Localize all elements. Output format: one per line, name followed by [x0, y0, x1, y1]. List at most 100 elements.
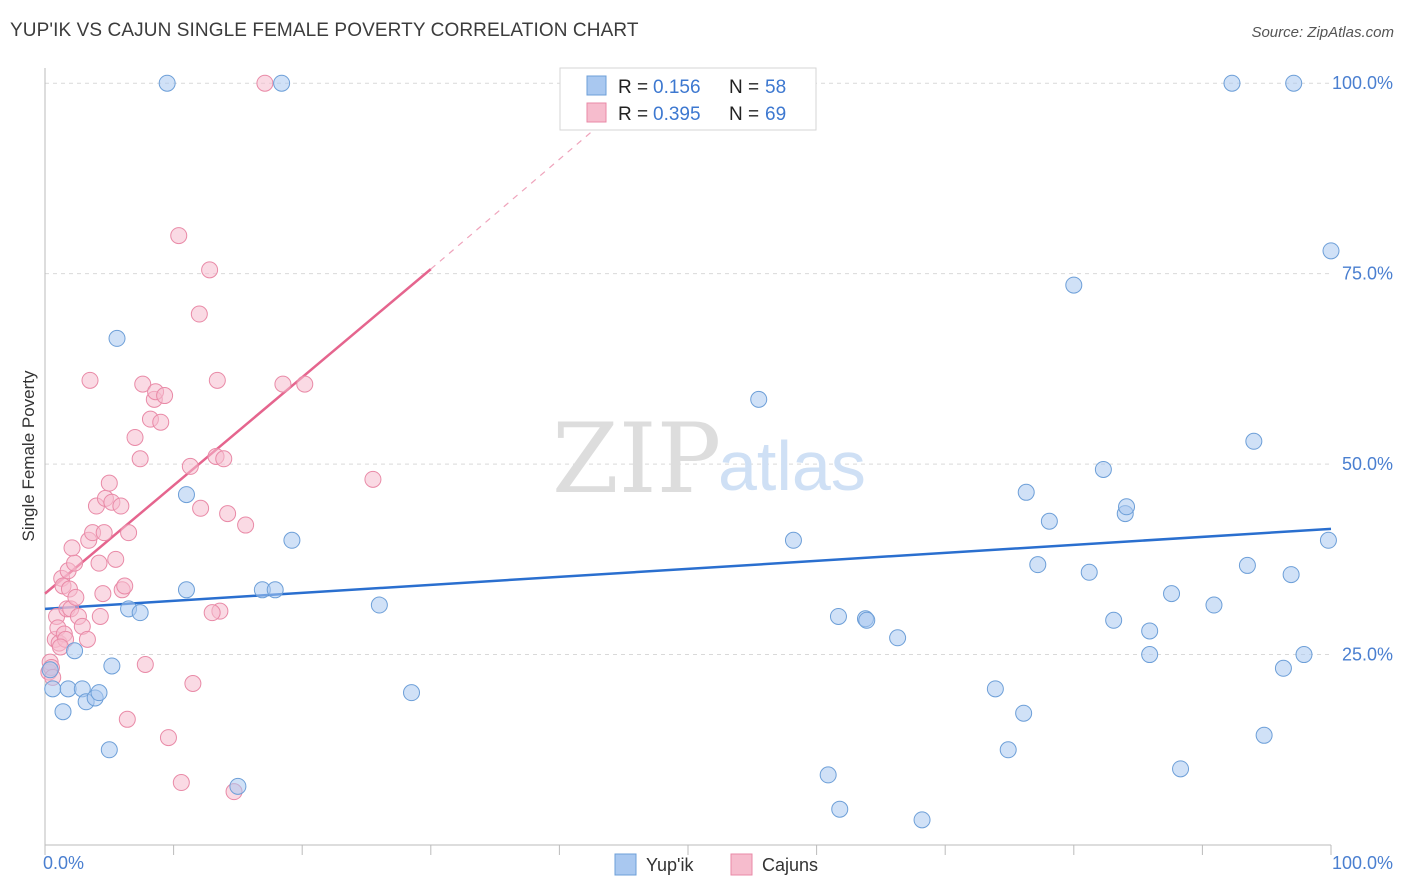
cajun-trend-extension: [430, 117, 609, 270]
yupik-point: [403, 684, 421, 702]
yupik-point: [1080, 563, 1098, 581]
cajun-point: [134, 375, 152, 393]
yupik-point: [158, 74, 176, 92]
y-tick-label: 100.0%: [1332, 73, 1393, 93]
legend-label-yupik: Yup'ik: [646, 855, 694, 875]
yupik-point: [1017, 483, 1035, 501]
source-label: Source: ZipAtlas.com: [1251, 24, 1394, 41]
x-tick-label-max: 100.0%: [1332, 853, 1393, 873]
yupik-point: [1322, 242, 1340, 260]
yupik-point: [1105, 611, 1123, 629]
cajun-point: [215, 450, 233, 468]
cajun-point: [172, 774, 190, 792]
cajun-point: [170, 227, 188, 245]
cajun-point: [116, 577, 134, 595]
yupik-point: [1172, 760, 1190, 778]
yupik-point: [100, 741, 118, 759]
yupik-point: [283, 531, 301, 549]
stats-cajun-r-value: 0.395: [653, 104, 701, 125]
cajun-point: [95, 524, 113, 542]
yupik-point: [131, 604, 149, 622]
cajun-point: [201, 261, 219, 279]
yupik-point: [44, 680, 62, 698]
chart-title: YUP'IK VS CAJUN SINGLE FEMALE POVERTY CO…: [10, 20, 639, 41]
y-tick-labels: 25.0% 50.0% 75.0% 100.0%: [1332, 73, 1393, 664]
cajun-point: [159, 729, 177, 747]
yupik-point: [1094, 460, 1112, 478]
yupik-point: [1141, 646, 1159, 664]
yupik-point: [41, 661, 59, 679]
y-tick-label: 50.0%: [1342, 454, 1393, 474]
cajun-point: [181, 457, 199, 475]
stats-legend-swatch-cajun: [586, 102, 607, 123]
cajun-point: [131, 450, 149, 468]
stats-yupik-r-label: R =: [618, 77, 648, 98]
yupik-point: [1163, 585, 1181, 603]
yupik-point: [59, 680, 77, 698]
cajun-point: [296, 375, 314, 393]
yupik-point: [1118, 498, 1136, 516]
yupik-point: [913, 811, 931, 829]
yupik-point: [108, 329, 126, 347]
data-points: [40, 74, 1340, 829]
cajun-point: [184, 675, 202, 693]
yupik-point: [829, 607, 847, 625]
cajun-point: [192, 499, 210, 517]
y-tick-label: 75.0%: [1342, 264, 1393, 284]
cajun-point: [152, 413, 170, 431]
yupik-point: [177, 581, 195, 599]
watermark: ZIP atlas: [552, 403, 866, 515]
cajun-point: [100, 474, 118, 492]
stats-cajun-n-label: N =: [729, 104, 759, 125]
y-tick-label: 25.0%: [1342, 645, 1393, 665]
yupik-point: [90, 684, 108, 702]
cajun-trend-line: [44, 268, 432, 595]
legend-swatch-yupik: [614, 853, 637, 876]
yupik-point: [1238, 556, 1256, 574]
stats-yupik-r-value: 0.156: [653, 77, 701, 98]
cajun-point: [364, 470, 382, 488]
y-axis-label: Single Female Poverty: [19, 370, 38, 542]
cajun-point: [118, 710, 136, 728]
cajun-point: [120, 524, 138, 542]
stats-cajun-r-label: R =: [618, 104, 648, 125]
yupik-point: [177, 486, 195, 504]
yupik-point: [1282, 566, 1300, 584]
yupik-point: [66, 642, 84, 660]
cajun-point: [274, 375, 292, 393]
cajun-point: [91, 607, 109, 625]
stats-yupik-n-label: N =: [729, 77, 759, 98]
cajun-point: [51, 638, 69, 656]
cajun-point: [203, 604, 221, 622]
cajun-point: [81, 371, 99, 389]
trend-lines: [44, 117, 1332, 611]
yupik-point: [1319, 531, 1337, 549]
cajun-point: [136, 655, 154, 673]
yupik-point: [858, 611, 876, 629]
legend-label-cajun: Cajuns: [762, 855, 818, 875]
yupik-point: [1295, 646, 1313, 664]
cajun-point: [219, 505, 237, 523]
watermark-zip: ZIP: [552, 403, 721, 515]
yupik-point: [986, 680, 1004, 698]
yupik-point: [1274, 659, 1292, 677]
yupik-trend-line: [44, 527, 1332, 611]
x-tick-label-min: 0.0%: [43, 853, 84, 873]
cajun-point: [78, 630, 96, 648]
series-legend: Yup'ik Cajuns: [614, 853, 818, 876]
cajun-point: [156, 387, 174, 405]
legend-swatch-cajun: [730, 853, 753, 876]
stats-legend-swatch-yupik: [586, 75, 607, 96]
axes: [44, 68, 1332, 855]
cajun-point: [63, 539, 81, 557]
cajun-point: [126, 428, 144, 446]
yupik-point: [999, 741, 1017, 759]
cajun-point: [237, 516, 255, 534]
yupik-point: [831, 800, 849, 818]
yupik-point: [750, 390, 768, 408]
stats-yupik-n-value: 58: [765, 77, 786, 98]
cajun-point: [66, 554, 84, 572]
stats-legend: R = 0.156 N = 58 R = 0.395 N = 69: [559, 67, 817, 131]
yupik-point: [273, 74, 291, 92]
